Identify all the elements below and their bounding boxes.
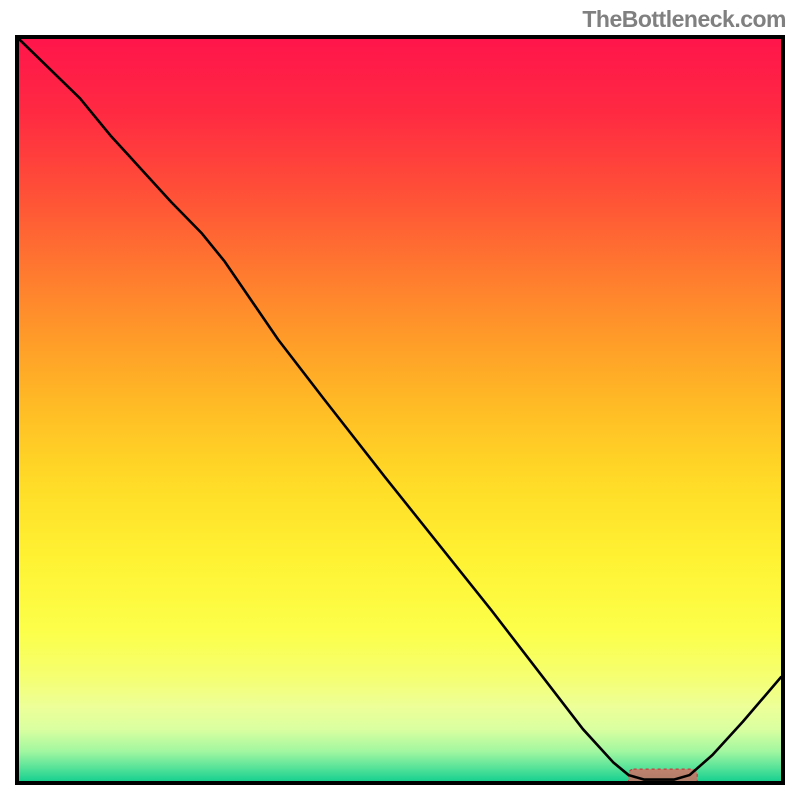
watermark-text: TheBottleneck.com [582,6,786,33]
bottleneck-curve [19,39,781,780]
chart-frame [15,35,785,785]
chart-overlay-svg [19,39,781,781]
